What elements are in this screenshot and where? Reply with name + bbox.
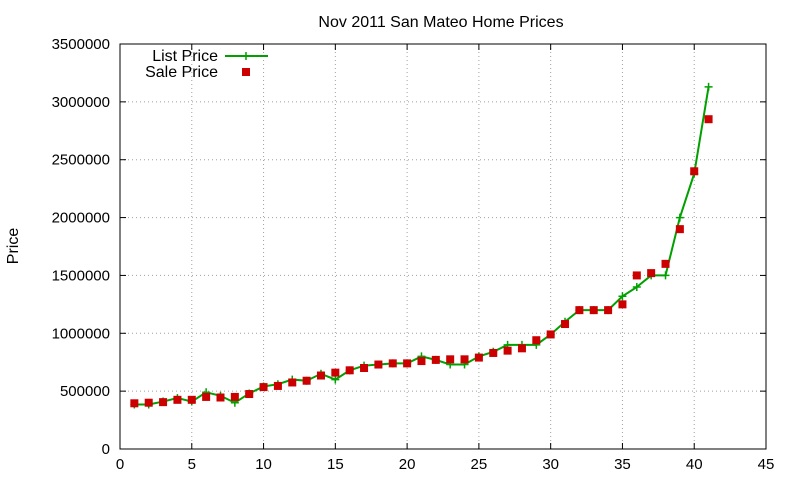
x-tick-label: 15 bbox=[327, 456, 344, 473]
x-tick-label: 0 bbox=[116, 456, 124, 473]
data-point bbox=[532, 336, 541, 345]
data-point bbox=[618, 300, 627, 309]
data-point bbox=[661, 259, 670, 268]
data-point bbox=[474, 353, 483, 362]
data-point bbox=[159, 398, 168, 407]
data-point bbox=[675, 213, 684, 222]
data-point bbox=[561, 320, 570, 329]
data-point bbox=[273, 381, 282, 390]
data-point bbox=[431, 355, 440, 364]
data-point bbox=[288, 378, 297, 387]
data-point bbox=[503, 346, 512, 355]
y-tick-label: 2000000 bbox=[52, 210, 110, 227]
series-layer bbox=[130, 82, 713, 409]
data-point bbox=[690, 167, 699, 176]
x-tick-label: 40 bbox=[686, 456, 703, 473]
data-point bbox=[604, 306, 613, 315]
data-point bbox=[245, 390, 254, 399]
y-tick-label: 1000000 bbox=[52, 325, 110, 342]
data-point bbox=[704, 115, 713, 124]
data-point bbox=[675, 225, 684, 234]
data-point bbox=[489, 348, 498, 357]
y-axis-label: Price bbox=[5, 228, 22, 265]
data-point bbox=[360, 364, 369, 372]
y-tick-label: 3500000 bbox=[52, 36, 110, 53]
data-point bbox=[144, 398, 153, 407]
data-point bbox=[345, 366, 354, 375]
data-point bbox=[403, 359, 412, 368]
x-tick-label: 30 bbox=[542, 456, 559, 473]
data-point bbox=[647, 269, 656, 278]
y-tick-label: 2500000 bbox=[52, 152, 110, 169]
y-tick-label: 1500000 bbox=[52, 267, 110, 284]
data-point bbox=[575, 306, 584, 315]
data-point bbox=[202, 392, 211, 401]
data-point bbox=[589, 306, 598, 315]
data-point bbox=[259, 383, 268, 392]
data-point bbox=[632, 283, 641, 291]
data-point bbox=[417, 357, 426, 366]
data-point bbox=[460, 355, 469, 364]
data-point bbox=[446, 355, 455, 364]
legend-label: Sale Price bbox=[145, 64, 218, 81]
x-tick-label: 25 bbox=[471, 456, 488, 473]
legend-label: List Price bbox=[152, 48, 218, 65]
data-point bbox=[517, 344, 526, 353]
legend-swatch bbox=[242, 68, 250, 76]
data-point bbox=[173, 395, 182, 404]
y-tick-label: 3000000 bbox=[52, 94, 110, 111]
data-point bbox=[704, 82, 713, 91]
chart-title: Nov 2011 San Mateo Home Prices bbox=[318, 14, 563, 31]
data-point bbox=[316, 371, 325, 380]
data-point bbox=[302, 376, 311, 385]
grid bbox=[120, 44, 766, 449]
data-point bbox=[216, 393, 225, 402]
x-tick-label: 45 bbox=[758, 456, 775, 473]
data-point bbox=[230, 392, 239, 401]
data-point bbox=[618, 292, 627, 301]
data-point bbox=[632, 271, 641, 280]
x-tick-label: 35 bbox=[614, 456, 631, 473]
data-point bbox=[388, 359, 397, 368]
x-tick-label: 10 bbox=[255, 456, 272, 473]
y-tick-label: 500000 bbox=[60, 383, 110, 400]
data-point bbox=[374, 360, 383, 369]
data-point bbox=[546, 330, 555, 339]
legend-swatch-marker bbox=[242, 52, 250, 60]
y-tick-label: 0 bbox=[102, 441, 110, 458]
series-sale-price bbox=[130, 115, 713, 408]
data-point bbox=[130, 399, 139, 408]
x-tick-label: 5 bbox=[188, 456, 196, 473]
data-point bbox=[661, 271, 670, 280]
data-point bbox=[187, 395, 196, 404]
data-point bbox=[331, 375, 340, 384]
axis-ticks: 0 5 10 15 20 25 30 35 40 45 0 500000 1000000 1500000 2… bbox=[52, 36, 775, 473]
data-point bbox=[331, 368, 340, 377]
x-tick-label: 20 bbox=[399, 456, 416, 473]
plot-frame bbox=[119, 43, 767, 450]
